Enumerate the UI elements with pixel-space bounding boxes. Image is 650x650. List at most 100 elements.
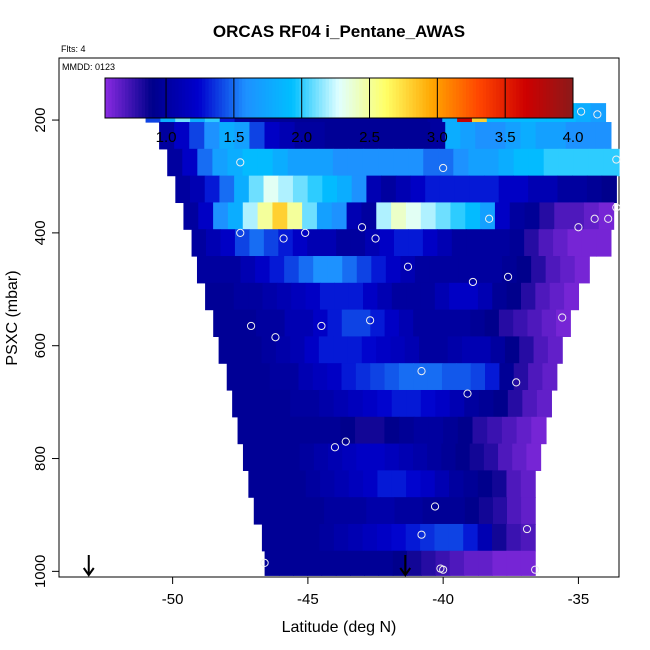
heatmap-cell	[463, 523, 479, 552]
heatmap-cell	[380, 497, 396, 525]
heatmap-cell	[405, 523, 421, 552]
heatmap-cell	[435, 202, 452, 230]
colorbar-segment	[191, 78, 196, 118]
heatmap-cell	[371, 256, 387, 284]
colorbar-segment	[532, 78, 537, 118]
heatmap-cell	[564, 282, 580, 311]
y-tick-label: 800	[32, 446, 49, 471]
heatmap-cell	[399, 416, 415, 445]
colorbar-segment	[352, 78, 357, 118]
heatmap-cell	[198, 202, 214, 230]
colorbar-segment	[552, 78, 557, 118]
heatmap-cell	[264, 550, 280, 576]
heatmap-cell	[538, 229, 554, 257]
heatmap-cell	[219, 175, 235, 204]
colorbar-segment	[349, 78, 353, 118]
colorbar-segment	[195, 78, 200, 118]
sample-point	[417, 530, 426, 539]
colorbar-segment	[539, 78, 544, 118]
heatmap-cell	[271, 443, 287, 471]
colorbar-segment	[405, 78, 410, 118]
heatmap-cell	[376, 202, 392, 230]
heatmap-cell	[535, 122, 552, 150]
colorbar-tick-label: 2.0	[291, 129, 312, 146]
heatmap-cell	[276, 282, 292, 311]
heatmap-cell	[377, 282, 393, 311]
heatmap-cell	[455, 443, 471, 471]
heatmap-cell	[492, 282, 508, 311]
heatmap-cell	[565, 122, 582, 150]
colorbar-segment	[452, 78, 457, 118]
heatmap-cell	[287, 148, 304, 177]
heatmap-cell	[211, 256, 227, 284]
heatmap-cell	[569, 202, 585, 230]
heatmap-cell	[473, 256, 489, 284]
heatmap-cell	[398, 363, 414, 391]
sample-point	[403, 262, 413, 271]
colorbar-segment	[422, 78, 427, 118]
heatmap-cell	[447, 336, 463, 364]
heatmap-cell	[478, 550, 494, 576]
colorbar-segment	[128, 78, 133, 118]
heatmap-cell	[341, 363, 357, 391]
colorbar-segment	[332, 78, 337, 118]
heatmap-cell	[506, 282, 522, 311]
heatmap-cell	[427, 443, 442, 471]
heatmap-cell	[427, 363, 443, 391]
heatmap-cell	[361, 202, 377, 230]
heatmap-cell	[513, 309, 529, 337]
heatmap-cell	[449, 389, 465, 418]
heatmap-cell	[478, 497, 494, 525]
colorbar-segment	[282, 78, 287, 118]
sample-point	[417, 366, 426, 376]
colorbar-segment	[268, 78, 273, 118]
colorbar-segment	[506, 78, 510, 118]
colorbar-segment	[469, 78, 474, 118]
heatmap-cell	[334, 470, 350, 498]
heatmap-cell	[394, 497, 410, 525]
sample-point	[593, 110, 602, 119]
colorbar-segment	[546, 78, 551, 118]
colorbar-segment	[449, 78, 454, 118]
colorbar-segment	[342, 78, 347, 118]
colorbar-segment	[365, 78, 370, 118]
heatmap-cell	[370, 443, 386, 471]
heatmap-cell	[302, 148, 319, 177]
heatmap-cell	[441, 309, 457, 337]
heatmap-cell	[596, 229, 612, 257]
heatmap-cell	[159, 122, 175, 150]
sample-point	[371, 234, 380, 243]
heatmap-cell	[476, 336, 492, 364]
colorbar-segment	[298, 78, 303, 118]
colorbar-segment	[222, 78, 226, 118]
heatmap-cell	[281, 497, 297, 525]
heatmap-cell	[205, 282, 221, 311]
heatmap-cell	[483, 443, 499, 471]
heatmap-cell	[319, 389, 335, 418]
sample-point	[246, 321, 256, 331]
heatmap-cell	[319, 282, 335, 311]
colorbar-segment	[322, 78, 327, 118]
heatmap-cell	[449, 550, 465, 576]
heatmap-cell	[307, 229, 323, 257]
heatmap-cell	[182, 148, 198, 177]
heatmap-cell	[485, 363, 500, 391]
heatmap-cell	[477, 282, 493, 311]
heatmap-cell	[347, 336, 363, 364]
heatmap-cell	[526, 443, 542, 471]
heatmap-cell	[261, 336, 277, 364]
heatmap-cell	[234, 229, 250, 257]
heatmap-cell	[553, 229, 569, 257]
colorbar-segment	[292, 78, 297, 118]
heatmap-cell	[391, 470, 407, 498]
colorbar-segment	[549, 78, 554, 118]
y-axis-title: PSXC (mbar)	[4, 270, 21, 365]
heatmap-cell	[284, 256, 300, 284]
heatmap-cell	[475, 122, 492, 150]
heatmap-cell	[327, 443, 343, 471]
colorbar-segment	[456, 78, 460, 118]
colorbar-tick-label: 3.0	[427, 129, 448, 146]
heatmap-cell	[384, 309, 400, 337]
sample-point	[366, 316, 375, 325]
